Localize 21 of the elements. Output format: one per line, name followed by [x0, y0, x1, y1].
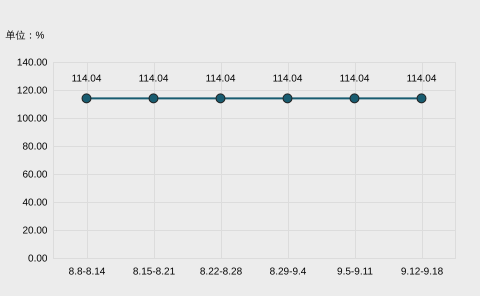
y-tick-label: 40.00: [22, 198, 48, 208]
y-tick-label: 100.00: [16, 114, 48, 124]
y-axis-title: 单位：%: [6, 30, 44, 42]
y-tick-label: 120.00: [16, 86, 48, 96]
y-tick-label: 60.00: [22, 170, 48, 180]
x-tick-label: 9.5-9.11: [337, 266, 374, 278]
x-tick-label: 8.22-8.28: [200, 266, 243, 278]
y-tick-label: 140.00: [16, 58, 48, 68]
x-tick-label: 8.8-8.14: [68, 266, 106, 278]
data-label: 114.04: [206, 73, 236, 84]
x-tick-label: 8.29-9.4: [270, 266, 307, 278]
data-label: 114.04: [340, 73, 370, 84]
y-tick-label: 0.00: [28, 254, 48, 264]
data-label: 114.04: [138, 73, 169, 84]
x-tick-label: 8.15-8.21: [132, 266, 176, 278]
data-label: 114.04: [406, 73, 437, 84]
y-tick-label: 80.00: [22, 142, 48, 152]
x-tick-label: 9.12-9.18: [400, 266, 444, 278]
y-tick-label: 20.00: [22, 226, 48, 236]
data-label: 114.04: [272, 73, 303, 84]
data-label: 114.04: [72, 73, 102, 84]
